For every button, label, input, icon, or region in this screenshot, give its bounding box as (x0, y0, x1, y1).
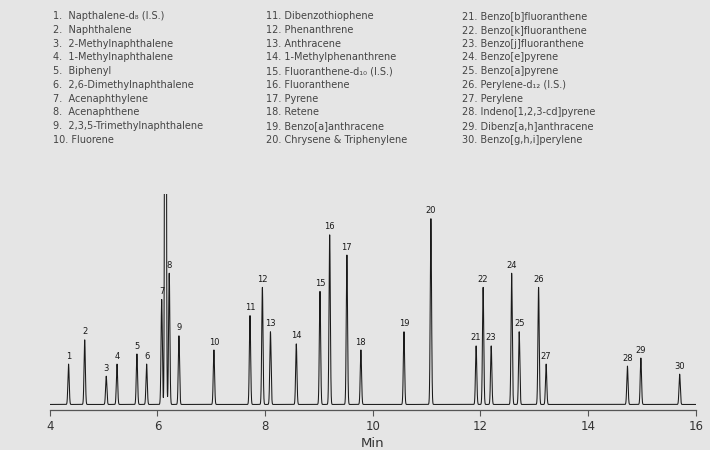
Text: 13. Anthracene: 13. Anthracene (266, 39, 342, 49)
Text: 12. Phenanthrene: 12. Phenanthrene (266, 25, 354, 35)
Text: 8: 8 (167, 261, 172, 270)
Text: 20. Chrysene & Triphenylene: 20. Chrysene & Triphenylene (266, 135, 408, 145)
Text: 19. Benzo[a]anthracene: 19. Benzo[a]anthracene (266, 121, 384, 131)
Text: 24. Benzo[e]pyrene: 24. Benzo[e]pyrene (462, 53, 557, 63)
Text: 21: 21 (471, 333, 481, 342)
Text: 22: 22 (478, 275, 488, 284)
Text: 26. Perylene-d₁₂ (I.S.): 26. Perylene-d₁₂ (I.S.) (462, 80, 565, 90)
Text: 16. Fluoranthene: 16. Fluoranthene (266, 80, 350, 90)
Text: 27: 27 (541, 351, 552, 360)
Text: 24: 24 (506, 261, 517, 270)
Text: 17: 17 (342, 243, 352, 252)
Text: 14: 14 (291, 332, 302, 341)
Text: 15: 15 (315, 279, 325, 288)
Text: 1: 1 (66, 351, 71, 360)
Text: 7: 7 (159, 287, 165, 296)
Text: 13: 13 (265, 320, 275, 328)
Text: 28. Indeno[1,2,3-cd]pyrene: 28. Indeno[1,2,3-cd]pyrene (462, 108, 595, 117)
Text: 14. 1-Methylphenanthrene: 14. 1-Methylphenanthrene (266, 53, 396, 63)
Text: 15. Fluoranthene-d₁₀ (I.S.): 15. Fluoranthene-d₁₀ (I.S.) (266, 66, 393, 76)
X-axis label: Min: Min (361, 437, 385, 450)
Text: 7.  Acenaphthylene: 7. Acenaphthylene (53, 94, 148, 104)
Text: 30: 30 (674, 362, 685, 371)
Text: 5.  Biphenyl: 5. Biphenyl (53, 66, 111, 76)
Text: 18: 18 (356, 338, 366, 346)
Text: 3: 3 (104, 364, 109, 373)
Text: 25: 25 (514, 320, 525, 328)
Text: 27. Perylene: 27. Perylene (462, 94, 523, 104)
Text: 23. Benzo[j]fluoranthene: 23. Benzo[j]fluoranthene (462, 39, 583, 49)
Text: 5: 5 (134, 342, 140, 351)
Text: 6: 6 (144, 351, 149, 360)
Text: 10: 10 (209, 338, 219, 346)
Text: 11. Dibenzothiophene: 11. Dibenzothiophene (266, 11, 374, 21)
Text: 28: 28 (622, 354, 633, 363)
Text: 1.  Napthalene-d₈ (I.S.): 1. Napthalene-d₈ (I.S.) (53, 11, 165, 21)
Text: 29: 29 (635, 346, 646, 355)
Text: 9.  2,3,5-Trimethylnaphthalene: 9. 2,3,5-Trimethylnaphthalene (53, 121, 203, 131)
Text: 30. Benzo[g,h,i]perylene: 30. Benzo[g,h,i]perylene (462, 135, 582, 145)
Text: 2.  Naphthalene: 2. Naphthalene (53, 25, 132, 35)
Text: 3.  2-Methylnaphthalene: 3. 2-Methylnaphthalene (53, 39, 173, 49)
Text: 18. Retene: 18. Retene (266, 108, 320, 117)
Text: 16: 16 (324, 222, 335, 231)
Text: 21. Benzo[b]fluoranthene: 21. Benzo[b]fluoranthene (462, 11, 586, 21)
Text: 8.  Acenaphthene: 8. Acenaphthene (53, 108, 140, 117)
Text: 9: 9 (176, 324, 182, 333)
Text: 11: 11 (245, 303, 255, 312)
Text: 29. Dibenz[a,h]anthracene: 29. Dibenz[a,h]anthracene (462, 121, 593, 131)
Text: 12: 12 (257, 275, 268, 284)
Text: 25. Benzo[a]pyrene: 25. Benzo[a]pyrene (462, 66, 558, 76)
Text: 4: 4 (114, 351, 119, 360)
Text: 26: 26 (533, 275, 544, 284)
Text: 20: 20 (426, 206, 436, 215)
Text: 22. Benzo[k]fluoranthene: 22. Benzo[k]fluoranthene (462, 25, 586, 35)
Text: 23: 23 (486, 333, 496, 342)
Text: 4.  1-Methylnaphthalene: 4. 1-Methylnaphthalene (53, 53, 173, 63)
Text: 6.  2,6-Dimethylnaphthalene: 6. 2,6-Dimethylnaphthalene (53, 80, 194, 90)
Text: 10. Fluorene: 10. Fluorene (53, 135, 114, 145)
Text: 17. Pyrene: 17. Pyrene (266, 94, 319, 104)
Text: 19: 19 (399, 320, 409, 328)
Text: 2: 2 (82, 328, 87, 337)
